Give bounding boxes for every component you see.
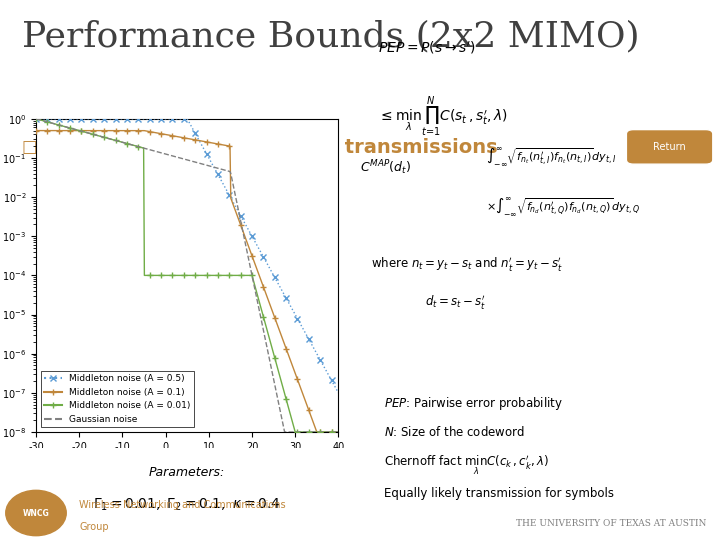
Text: $\it{N}$: Size of the codeword: $\it{N}$: Size of the codeword [384, 424, 525, 438]
Text: □: □ [22, 138, 37, 156]
Text: Performance Bounds (2x2 MIMO): Performance Bounds (2x2 MIMO) [22, 19, 639, 53]
Text: Group: Group [79, 522, 109, 531]
Text: $\times \int_{-\infty}^{\infty} \sqrt{f_{n_d}(n_{t,Q}^{\prime}) f_{n_d}(n_{t,Q}): $\times \int_{-\infty}^{\infty} \sqrt{f_… [486, 196, 640, 218]
Text: WNCG: WNCG [22, 509, 50, 517]
Text: [Chopra et al., submitted to ICASSP 2009]: [Chopra et al., submitted to ICASSP 2009… [72, 177, 334, 190]
Circle shape [6, 490, 66, 536]
Text: Chernoff fact $\min_\lambda C(c_k, c_k^{\prime}, \lambda)$: Chernoff fact $\min_\lambda C(c_k, c_k^{… [384, 454, 549, 477]
Text: $\leq \min_\lambda \prod_{t=1}^{N} C(s_t, s_t^{\prime}, \lambda)$: $\leq \min_\lambda \prod_{t=1}^{N} C(s_t… [378, 95, 508, 139]
Text: where $n_t = y_t - s_t$ and $n_t^{\prime} = y_t - s_t^{\prime}$: where $n_t = y_t - s_t$ and $n_t^{\prime… [371, 255, 562, 273]
Legend: Middleton noise (A = 0.5), Middleton noise (A = 0.1), Middleton noise (A = 0.01): Middleton noise (A = 0.5), Middleton noi… [40, 371, 194, 428]
FancyBboxPatch shape [626, 130, 713, 164]
Text: Equally likely transmission for symbols: Equally likely transmission for symbols [384, 487, 614, 501]
Text: Chernoff factors for coded transmissions: Chernoff factors for coded transmissions [47, 138, 498, 157]
Text: Wireless Networking and Communications: Wireless Networking and Communications [79, 500, 286, 510]
Text: $\int_{-\infty}^{\infty} \sqrt{f_{n_t}(n_{t,I}^{\prime}) f_{n_t}(n_{t,I})} dy_{t: $\int_{-\infty}^{\infty} \sqrt{f_{n_t}(n… [486, 146, 616, 168]
FancyBboxPatch shape [13, 444, 361, 534]
Text: THE UNIVERSITY OF TEXAS AT AUSTIN: THE UNIVERSITY OF TEXAS AT AUSTIN [516, 519, 706, 528]
Text: Return: Return [653, 142, 686, 152]
X-axis label: $d_t^2 / N_0$ [in dB]: $d_t^2 / N_0$ [in dB] [151, 457, 223, 477]
Text: $d_t = s_t - s_t^{\prime}$: $d_t = s_t - s_t^{\prime}$ [425, 293, 486, 311]
Text: 64: 64 [4, 92, 19, 102]
Text: Parameters:: Parameters: [149, 466, 225, 479]
Text: $\Gamma_1 = 0.01,\ \Gamma_2 = 0.1,\ \kappa = 0.4$: $\Gamma_1 = 0.01,\ \Gamma_2 = 0.1,\ \kap… [94, 497, 281, 513]
Text: $\it{PEP}$: Pairwise error probability: $\it{PEP}$: Pairwise error probability [384, 395, 563, 413]
FancyBboxPatch shape [350, 370, 720, 531]
Text: $C^{MAP}(d_t)$: $C^{MAP}(d_t)$ [360, 158, 411, 177]
Text: $PEP = P(s \rightarrow s^{\prime})$: $PEP = P(s \rightarrow s^{\prime})$ [378, 40, 476, 57]
